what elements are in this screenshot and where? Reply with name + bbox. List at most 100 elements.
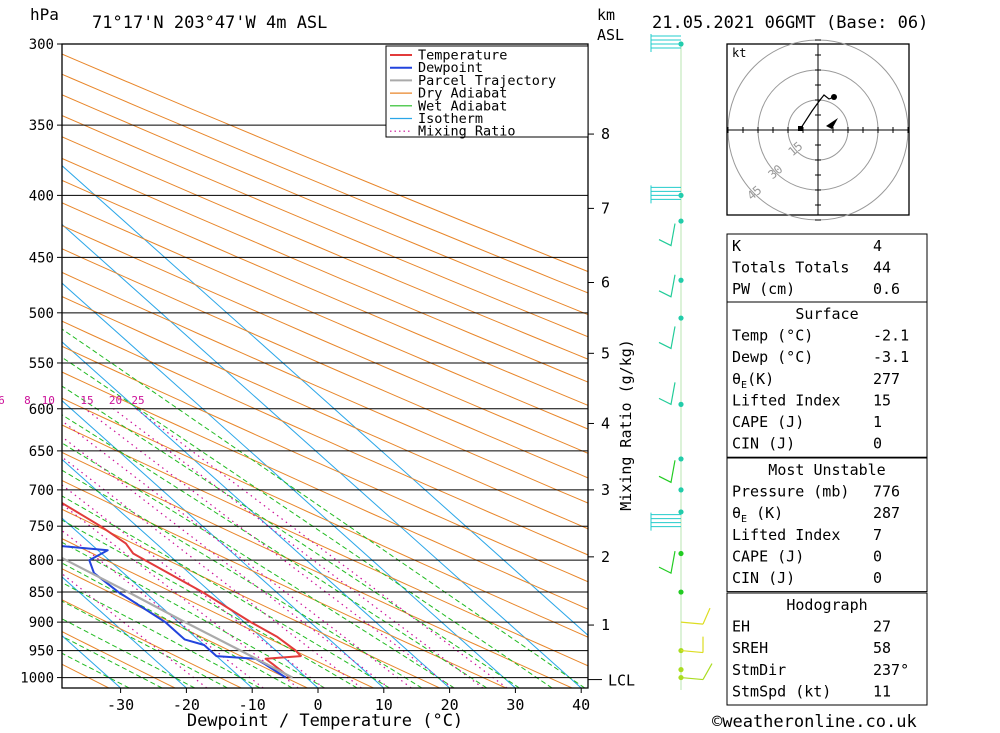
km-tick-label: 7 — [601, 199, 610, 217]
index-value: 0 — [873, 547, 882, 565]
indices-section-title: Surface — [795, 305, 858, 323]
wind-level-dot — [678, 315, 684, 321]
wet-adiabat-line — [62, 385, 520, 688]
pressure-unit-label: hPa — [30, 5, 59, 24]
index-value: 4 — [873, 237, 882, 255]
wet-adiabat-lines — [62, 328, 586, 688]
legend-box — [385, 45, 589, 138]
datetime-title: 21.05.2021 06GMT (Base: 06) — [652, 13, 928, 33]
wind-barb — [680, 607, 711, 625]
km-tick-label: 4 — [601, 414, 610, 432]
index-label: Lifted Index — [732, 391, 840, 409]
wet-adiabat-line — [62, 541, 325, 688]
dry-adiabat-line — [62, 53, 588, 273]
wind-level-dot — [678, 401, 684, 407]
pressure-tick-label: 1000 — [20, 671, 54, 687]
wind-level-dot — [678, 589, 684, 595]
wind-barb — [658, 326, 676, 350]
hodograph-trace — [800, 94, 835, 129]
pressure-tick-label: 600 — [29, 402, 54, 418]
pressure-tick-label: 300 — [29, 37, 54, 53]
temperature-tick-label: 40 — [572, 696, 590, 714]
legend-entry: Mixing Ratio — [418, 124, 516, 140]
wind-level-dot — [678, 456, 684, 462]
wind-level-dot — [678, 218, 684, 224]
dry-adiabat-line — [62, 94, 588, 316]
pressure-tick-label: 950 — [29, 644, 54, 660]
index-label: Lifted Index — [732, 526, 840, 544]
wind-barb — [680, 663, 713, 681]
index-value: 237° — [873, 661, 909, 679]
pressure-tick-label: 650 — [29, 444, 54, 460]
km-tick-label: 2 — [601, 548, 610, 566]
hodograph-point — [831, 94, 837, 100]
legend-entry: Dewpoint — [418, 60, 483, 76]
mixing-ratio-label: 15 — [80, 394, 93, 407]
wind-barb — [658, 274, 676, 298]
wet-adiabat-line — [62, 562, 293, 688]
indices-section — [726, 592, 928, 706]
wind-barb — [658, 223, 676, 247]
index-value: 11 — [873, 682, 891, 700]
wind-profile — [650, 34, 713, 690]
dry-adiabat-line — [62, 136, 588, 360]
dry-adiabat-line — [62, 599, 242, 688]
temperature-tick-label: -30 — [107, 696, 134, 714]
km-tick-label: 8 — [601, 125, 610, 143]
index-label: StmDir — [732, 661, 786, 679]
dry-adiabat-line — [62, 157, 588, 383]
temperature-line — [62, 501, 302, 679]
wind-barb — [658, 382, 676, 406]
index-label: θE(K) — [732, 370, 774, 391]
isotherm-line — [62, 282, 516, 688]
temperature-tick-label: 30 — [506, 696, 524, 714]
km-tick-label: 3 — [601, 481, 610, 499]
wind-level-dot — [678, 667, 684, 673]
wet-adiabat-line — [62, 469, 423, 688]
pressure-tick-label: 450 — [29, 250, 54, 266]
legend-entry: Wet Adiabat — [418, 98, 507, 114]
legend-entry: Parcel Trajectory — [418, 73, 556, 89]
isotherm-line — [62, 341, 450, 688]
index-label: CAPE (J) — [732, 413, 804, 431]
isotherm-line — [62, 165, 588, 636]
dry-adiabat-line — [62, 479, 507, 688]
location-title: 71°17'N 203°47'W 4m ASL — [92, 13, 327, 33]
legend-entry: Isotherm — [418, 111, 483, 127]
index-label: PW (cm) — [732, 280, 795, 298]
index-label: Temp (°C) — [732, 327, 813, 345]
parcel-trajectory-line — [62, 556, 294, 679]
index-value: 7 — [873, 526, 882, 544]
index-label: SREH — [732, 639, 768, 657]
mixing-ratio-label: 10 — [42, 394, 55, 407]
index-value: 44 — [873, 259, 891, 277]
temperature-axis: -30 -20 -10 0 10 20 30 40 — [107, 688, 590, 714]
dry-adiabat-line — [62, 73, 588, 294]
km-tick-label: 6 — [601, 273, 610, 291]
copyright: ©weatheronline.co.uk — [712, 712, 917, 732]
isotherm-lines — [62, 165, 588, 688]
isotherm-line — [62, 517, 253, 688]
isotherm-line — [62, 223, 582, 688]
index-value: 15 — [873, 391, 891, 409]
wet-adiabat-line — [62, 442, 455, 688]
mixing-ratio-label: 25 — [131, 394, 144, 407]
wind-barb — [658, 551, 676, 575]
dry-adiabat-line — [62, 115, 588, 338]
pressure-tick-label: 350 — [29, 118, 54, 134]
legend-entry: Dry Adiabat — [418, 86, 507, 102]
km-tick-label: 1 — [601, 616, 610, 634]
dewpoint-line — [62, 545, 287, 679]
temperature-tick-label: 10 — [375, 696, 393, 714]
dry-adiabat-line — [62, 568, 308, 688]
dry-adiabat-line — [62, 508, 440, 688]
pressure-tick-label: 800 — [29, 553, 54, 569]
pressure-tick-label: 550 — [29, 356, 54, 372]
index-label: Totals Totals — [732, 259, 849, 277]
temperature-tick-label: -20 — [173, 696, 200, 714]
km-axis: 1 2 3 4 5 6 7 8 LCL — [588, 125, 635, 690]
index-label: CIN (J) — [732, 569, 795, 587]
isobar-lines — [62, 44, 588, 679]
